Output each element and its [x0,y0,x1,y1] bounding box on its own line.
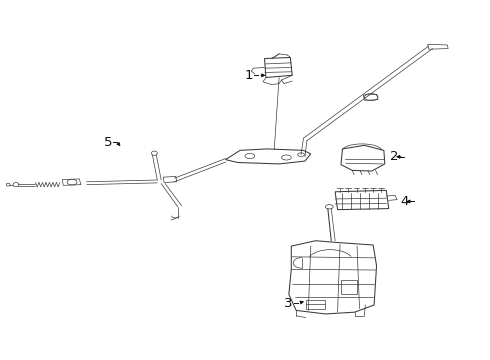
Text: 1: 1 [245,69,253,82]
Text: 4: 4 [401,195,409,208]
Text: 5: 5 [104,136,113,149]
Text: 3: 3 [284,297,293,310]
Text: 2: 2 [391,150,399,163]
